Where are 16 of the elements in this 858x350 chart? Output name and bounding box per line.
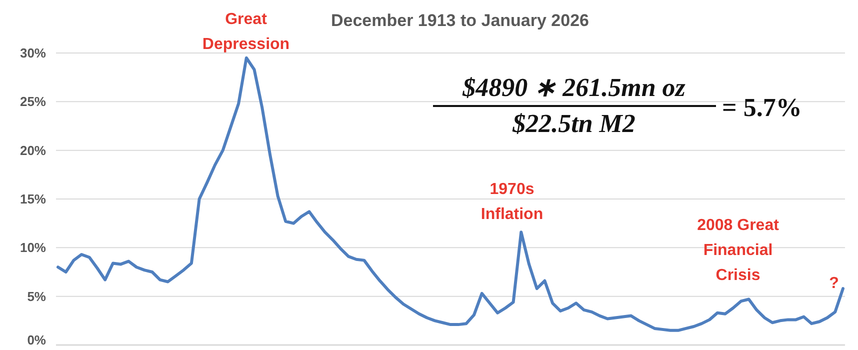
annotation: Great Depression — [202, 11, 290, 53]
annotation: 1970s Inflation — [480, 181, 544, 223]
annotation: $4890 ∗ 261.5mn oz — [462, 73, 686, 102]
y-tick-label: 30% — [20, 46, 46, 61]
chart-title: December 1913 to January 2026 — [331, 11, 589, 30]
y-tick-label: 10% — [20, 240, 46, 256]
y-tick-label: 25% — [20, 94, 46, 110]
y-tick-label: 5% — [27, 288, 46, 304]
annotation: = 5.7% — [722, 93, 802, 122]
annotation: $22.5tn M2 — [512, 109, 636, 138]
annotation: ? — [829, 275, 839, 292]
y-tick-label: 15% — [20, 192, 46, 207]
line-series — [56, 56, 844, 332]
annotation: 2008 Great Financial Crisis — [697, 217, 780, 284]
y-tick-label: 0% — [27, 332, 46, 348]
y-tick-label: 20% — [20, 142, 46, 158]
